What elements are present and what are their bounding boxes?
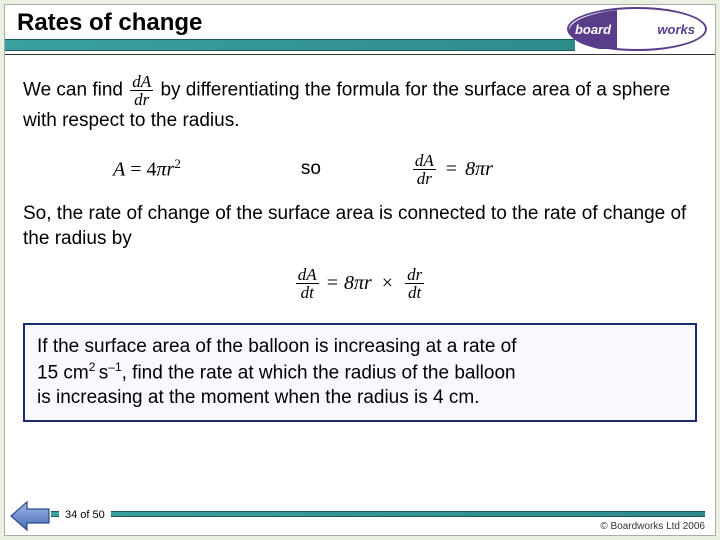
chain-rule-equation: dA dt = 8πr × dr dt (23, 266, 697, 301)
frac-num: dA (130, 73, 153, 90)
fraction-dA-dr: dA dr (413, 152, 436, 187)
fraction-dA-dt: dA dt (296, 266, 319, 301)
q-line1: If the surface area of the balloon is in… (37, 336, 517, 357)
copyright-text: © Boardworks Ltd 2006 (600, 521, 705, 532)
title-bar: Rates of change board works (5, 5, 715, 55)
q-line3: is increasing at the moment when the rad… (37, 387, 479, 408)
footer-line (51, 511, 705, 517)
equation-dAdr-8pir: dA dr = 8πr (411, 152, 493, 187)
boardworks-logo: board works (567, 7, 707, 51)
paragraph-1: We can find dA dr by differentiating the… (23, 73, 697, 134)
footer: 34 of 50 © Boardworks Ltd 2006 (5, 497, 715, 535)
back-arrow-icon[interactable] (9, 499, 51, 533)
fraction-dA-dr-inline: dA dr (130, 73, 153, 108)
paragraph-2: So, the rate of change of the surface ar… (23, 201, 697, 252)
question-box: If the surface area of the balloon is in… (23, 323, 697, 422)
title-underline (5, 39, 575, 51)
p1-lead: We can find (23, 80, 123, 101)
frac-den: dr (130, 90, 153, 108)
equation-row-1: A = 4πr2 so dA dr = 8πr (23, 152, 697, 187)
equation-A-4pir2: A = 4πr2 (113, 155, 181, 184)
multiply-sign: × (382, 270, 393, 297)
logo-left-text: board (569, 9, 617, 49)
slide-title: Rates of change (17, 9, 202, 37)
equals-sign: = (327, 270, 338, 297)
page-number: 34 of 50 (59, 509, 111, 521)
slide-content: We can find dA dr by differentiating the… (23, 65, 697, 422)
so-text: so (301, 156, 321, 182)
slide-frame: Rates of change board works We can find … (4, 4, 716, 536)
fraction-dr-dt: dr dt (405, 266, 424, 301)
logo-right-text: works (657, 22, 695, 37)
q-15cm: 15 cm (37, 362, 89, 383)
